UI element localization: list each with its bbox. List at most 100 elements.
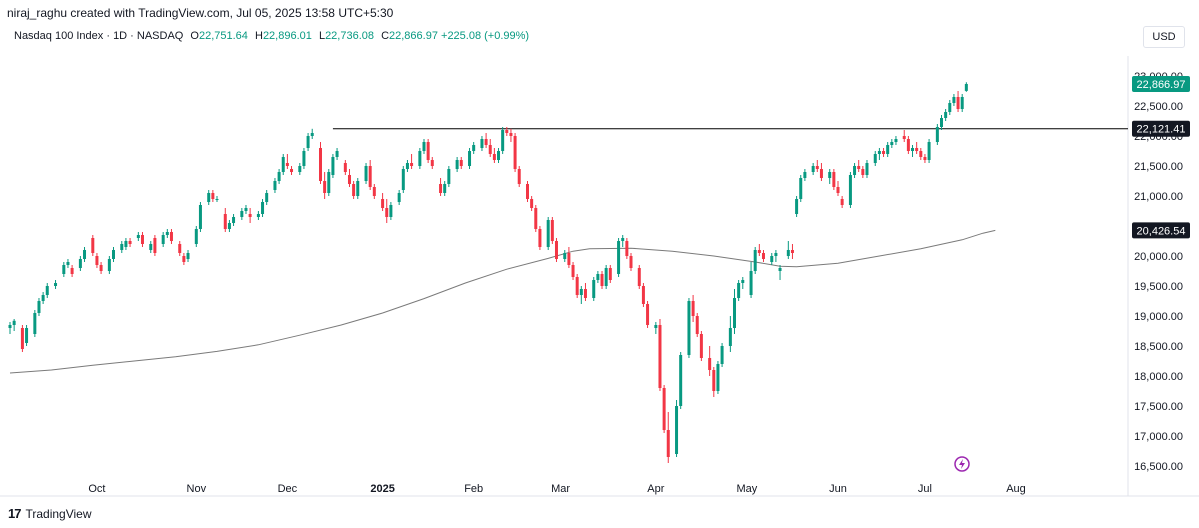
candle-up: [944, 112, 948, 118]
candle-down: [285, 163, 289, 166]
symbol-title[interactable]: Nasdaq 100 Index · 1D · NASDAQ: [14, 30, 184, 42]
candle-up: [716, 364, 720, 391]
candle-down: [840, 199, 844, 205]
currency-button[interactable]: USD: [1143, 26, 1185, 48]
candle-up: [890, 142, 894, 145]
candle-up: [25, 328, 29, 343]
candle-up: [774, 253, 778, 256]
flash-event-icon: [954, 456, 970, 472]
candle-down: [567, 253, 571, 265]
candle-up: [124, 241, 128, 247]
candle-up: [621, 238, 625, 241]
candle-down: [757, 250, 761, 253]
y-tick-label: 17,500.00: [1134, 401, 1183, 413]
candle-up: [443, 184, 447, 193]
candle-down: [70, 268, 74, 274]
candle-up: [927, 142, 931, 160]
candle-up: [8, 325, 12, 328]
candle-down: [526, 184, 529, 199]
candle-up: [604, 268, 608, 286]
candle-down: [583, 289, 587, 298]
candle-down: [492, 154, 496, 160]
candle-down: [426, 142, 430, 160]
y-tick-label: 19,500.00: [1134, 281, 1183, 293]
candle-down: [919, 151, 923, 157]
candle-up: [310, 133, 314, 136]
x-tick-label: Aug: [1006, 483, 1026, 495]
candle-down: [169, 232, 173, 241]
candle-up: [940, 118, 943, 127]
x-tick-label: Jul: [918, 483, 932, 495]
candle-up: [83, 250, 87, 259]
candle-down: [575, 277, 579, 295]
candle-up: [687, 301, 691, 355]
candle-up: [215, 199, 219, 200]
candle-down: [658, 325, 662, 388]
candle-up: [66, 262, 70, 265]
flash-bolt-icon: [959, 459, 965, 469]
candle-up: [675, 406, 679, 454]
candle-down: [211, 193, 215, 199]
candle-down: [600, 274, 604, 286]
candle-up: [240, 211, 244, 217]
y-tick-label: 21,000.00: [1134, 191, 1183, 203]
candle-down: [712, 370, 716, 391]
candle-down: [608, 268, 612, 280]
candle-up: [811, 166, 815, 172]
candle-up: [335, 151, 339, 157]
candle-up: [62, 265, 66, 274]
candle-down: [538, 229, 542, 247]
candle-down: [290, 169, 294, 172]
candle-down: [832, 172, 836, 187]
candle-up: [194, 229, 198, 244]
candle-up: [799, 178, 803, 199]
candle-down: [223, 214, 227, 229]
candle-up: [447, 169, 451, 184]
candle-down: [666, 430, 670, 457]
candle-up: [277, 172, 281, 181]
candle-up: [273, 181, 277, 190]
candle-up: [546, 220, 550, 247]
candle-up: [207, 193, 211, 202]
candle-up: [960, 97, 964, 109]
close-label: C: [381, 30, 390, 42]
candle-up: [778, 268, 782, 271]
candle-up: [596, 274, 600, 280]
candle-down: [857, 166, 861, 169]
y-tick-label: 19,000.00: [1134, 311, 1183, 323]
candle-up: [749, 271, 753, 295]
candle-up: [472, 145, 476, 151]
candle-up: [405, 163, 409, 169]
high-value: 22,896.01: [262, 30, 312, 42]
candle-down: [505, 130, 509, 133]
candle-up: [617, 241, 621, 274]
candle-up: [120, 244, 124, 250]
candle-down: [517, 169, 521, 184]
candle-up: [828, 172, 832, 178]
candle-up: [728, 328, 732, 346]
candle-down: [761, 253, 765, 259]
candle-up: [786, 250, 790, 256]
candle-down: [430, 160, 434, 166]
candle-up: [679, 355, 683, 406]
candle-down: [140, 235, 144, 244]
candle-down: [861, 169, 865, 175]
candle-up: [480, 139, 484, 148]
close-value: 22,866.97: [389, 30, 438, 42]
y-tick-label: 18,500.00: [1134, 341, 1183, 353]
candle-up: [306, 136, 310, 148]
candle-up: [865, 163, 869, 175]
candle-down: [836, 187, 840, 193]
candle-up: [265, 193, 269, 202]
candle-down: [381, 199, 385, 208]
candle-down: [662, 388, 666, 430]
price-tag-label: 22,121.41: [1137, 124, 1186, 136]
y-tick-label: 17,000.00: [1134, 431, 1183, 443]
candle-up: [873, 154, 877, 163]
x-tick-label: 2025: [370, 483, 394, 495]
candle-up: [331, 157, 335, 175]
candle-down: [343, 163, 347, 172]
candle-down: [352, 184, 356, 196]
candle-up: [54, 283, 58, 286]
